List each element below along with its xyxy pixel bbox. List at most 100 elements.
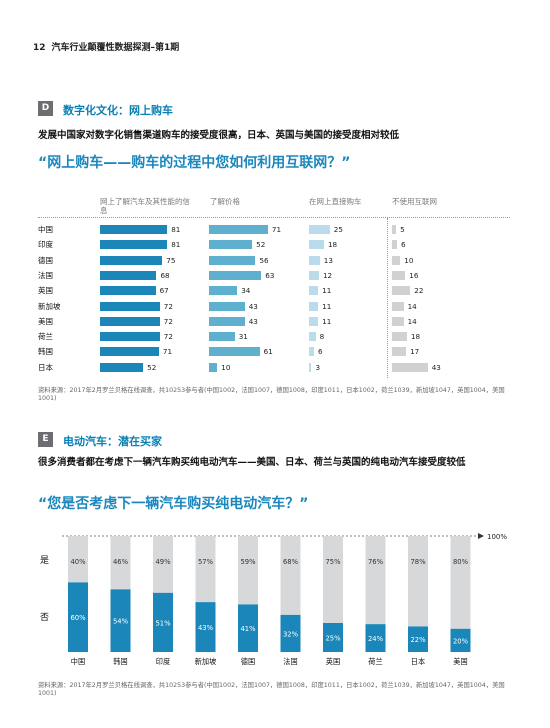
bar-value-label: 8 [319, 332, 325, 342]
bar-3 [392, 286, 411, 296]
no-bar [68, 536, 88, 583]
row-country-label: 印度 [38, 240, 53, 250]
bar-value-label: 43 [431, 362, 441, 372]
bar-1 [209, 347, 260, 357]
page-header: 12 汽车行业颠覆性数据探测–第1期 [33, 40, 179, 53]
bar-value-label: 14 [407, 301, 417, 311]
yes-bar [280, 614, 301, 652]
yes-bar [408, 626, 428, 652]
bar-value-label: 43 [248, 301, 258, 311]
bar-0 [100, 316, 160, 326]
no-value-label: 76% [368, 558, 384, 566]
bar-2 [309, 270, 319, 280]
yes-value-label: 25% [325, 635, 341, 643]
yes-bar [365, 624, 386, 652]
row-country-label: 韩国 [38, 347, 53, 357]
bar-value-label: 25 [333, 225, 343, 234]
online-purchase-table: 网上了解汽车及其性能的信息 了解价格 在网上直接购车 不使用互联网 中国 81 71… [38, 197, 510, 378]
section-e-subtitle: 很多消费者都在考虑下一辆汽车购买纯电动汽车——美国、日本、荷兰与英国的纯电动汽车… [38, 457, 466, 468]
bar-2 [309, 316, 319, 326]
no-value-label: 57% [198, 558, 214, 566]
yes-value-label: 32% [283, 630, 299, 638]
bar-3 [392, 225, 397, 234]
bar-2 [309, 225, 330, 234]
yes-bar [323, 623, 343, 652]
bar-value-label: 10 [404, 255, 414, 265]
bar-0 [100, 301, 160, 311]
no-bar [153, 536, 173, 593]
no-bar [408, 536, 428, 627]
bar-1 [209, 286, 238, 296]
no-bar [110, 536, 131, 590]
bar-value-label: 56 [259, 255, 269, 265]
bar-value-label: 81 [171, 225, 181, 234]
category-label: 韩国 [113, 657, 127, 666]
bar-value-label: 17 [410, 347, 420, 357]
column-header-buy-online: 在网上直接购车 [309, 197, 362, 206]
section-d-badge: D [38, 101, 53, 116]
yes-value-label: 20% [453, 637, 469, 645]
bar-value-label: 52 [147, 362, 157, 372]
no-value-label: 59% [240, 558, 256, 566]
row-country-label: 德国 [38, 255, 53, 265]
row-country-label: 法国 [38, 270, 53, 280]
yes-bar [68, 582, 88, 652]
bar-value-label: 71 [162, 347, 173, 357]
bar-value-label: 16 [409, 270, 419, 280]
bar-0 [100, 240, 168, 250]
bar-value-label: 11 [322, 301, 332, 311]
yes-value-label: 60% [70, 614, 86, 622]
row-country-label: 中国 [38, 225, 53, 234]
yes-value-label: 51% [155, 619, 171, 627]
yes-bar [153, 592, 173, 652]
no-bar [238, 536, 258, 605]
no-value-label: 68% [283, 558, 299, 566]
row-country-label: 日本 [38, 362, 53, 372]
no-bar [280, 536, 301, 615]
bar-0 [100, 270, 157, 280]
page-number: 12 [33, 43, 46, 53]
bar-value-label: 13 [323, 255, 333, 265]
section-e-source: 资料来源：2017年2月罗兰贝格在线调查，共10253参与者(中国1002，法国… [38, 682, 505, 697]
yes-value-label: 54% [113, 618, 129, 626]
bar-value-label: 14 [407, 316, 417, 326]
row-country-label: 英国 [38, 286, 53, 296]
hundred-percent-arrow [478, 533, 484, 539]
bar-value-label: 61 [263, 347, 273, 357]
category-label: 法国 [283, 657, 297, 666]
bar-value-label: 68 [160, 270, 170, 280]
no-value-label: 78% [410, 558, 426, 566]
column-header-research: 网上了解汽车及其性能的信息 [100, 197, 190, 215]
section-e-title: 电动汽车：潜在买家 [63, 435, 162, 448]
yes-value-label: 22% [410, 636, 426, 644]
section-d-subtitle: 发展中国家对数字化销售渠道购车的接受度很高，日本、英国与美国的接受度相对较低 [38, 130, 400, 141]
no-value-label: 75% [325, 558, 341, 566]
bar-value-label: 5 [400, 225, 405, 234]
bar-0 [100, 286, 156, 296]
bar-value-label: 71 [271, 225, 282, 234]
yes-bar [110, 589, 131, 652]
hundred-percent-label: 100% [487, 533, 507, 541]
bar-value-label: 31 [238, 332, 248, 342]
section-d-source: 资料来源：2017年2月罗兰贝格在线调查，共10253参与者(中国1002，法国… [38, 387, 505, 402]
bar-value-label: 22 [414, 286, 424, 296]
bar-0 [100, 347, 159, 357]
yes-value-label: 43% [198, 624, 214, 632]
section-d-title: 数字化文化：网上购车 [63, 104, 173, 117]
bar-value-label: 12 [322, 270, 333, 280]
yes-bar [195, 602, 216, 652]
column-header-price: 了解价格 [210, 197, 240, 206]
category-label: 英国 [326, 657, 340, 666]
yes-value-label: 24% [368, 635, 384, 643]
report-title: 汽车行业颠覆性数据探测–第1期 [51, 43, 180, 53]
bar-value-label: 6 [317, 347, 323, 357]
section-e-question: “您是否考虑下一辆汽车购买纯电动汽车？” [38, 496, 309, 512]
bar-value-label: 18 [410, 332, 421, 342]
bar-1 [209, 362, 218, 372]
bar-value-label: 72 [163, 332, 173, 342]
table-top-rule [38, 217, 510, 218]
no-bar [323, 536, 343, 623]
category-label: 荷兰 [368, 657, 382, 666]
category-label: 美国 [453, 657, 467, 666]
no-value-label: 46% [113, 558, 129, 566]
